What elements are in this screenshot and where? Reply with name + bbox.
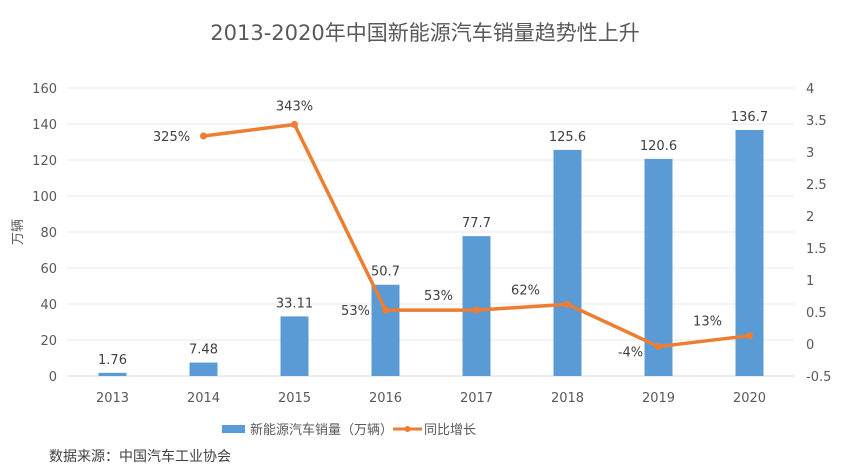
left-tick-label: 80 xyxy=(40,226,57,241)
line-point xyxy=(564,300,571,308)
bar-data-label: 120.6 xyxy=(640,139,677,154)
x-tick-label: 2015 xyxy=(278,391,311,406)
x-tick-label: 2018 xyxy=(551,391,584,406)
x-tick-label: 2013 xyxy=(96,391,129,406)
right-axis-ticks: -0.5 0 0.5 1 1.5 2 2.5 3 3.5 4 xyxy=(806,82,831,385)
x-tick-label: 2020 xyxy=(733,391,766,406)
line-point xyxy=(746,332,753,340)
legend-bar-label: 新能源汽车销量（万辆） xyxy=(250,422,393,438)
bar-data-label: 77.7 xyxy=(462,216,491,231)
bar xyxy=(98,372,127,376)
left-tick-label: 140 xyxy=(32,118,57,133)
bar-series xyxy=(98,129,764,376)
line-point xyxy=(291,120,298,128)
bar xyxy=(644,158,673,376)
left-tick-label: 20 xyxy=(40,334,57,349)
left-tick-label: 40 xyxy=(40,298,57,313)
line-series xyxy=(200,120,753,351)
chart-title: 2013-2020年中国新能源汽车销量趋势性上升 xyxy=(210,21,639,45)
line-point xyxy=(473,306,480,314)
line-data-labels: 325% 343% 53% 53% 62% -4% 13% xyxy=(153,99,722,360)
line-point xyxy=(382,306,389,314)
gridlines xyxy=(67,87,795,377)
data-source-note: 数据来源：中国汽车工业协会 xyxy=(49,449,231,465)
right-tick-label: 1.5 xyxy=(806,242,827,257)
right-tick-label: -0.5 xyxy=(806,370,831,385)
bar xyxy=(371,284,400,376)
right-tick-label: 2 xyxy=(806,210,814,225)
right-tick-label: 4 xyxy=(806,82,814,97)
left-tick-label: 160 xyxy=(32,82,57,97)
bar-data-label: 125.6 xyxy=(549,130,586,145)
line-data-label: 325% xyxy=(153,130,190,145)
right-tick-label: 3 xyxy=(806,146,814,161)
right-tick-label: 1 xyxy=(806,274,814,289)
line-data-label: 343% xyxy=(276,99,313,114)
x-tick-label: 2014 xyxy=(187,391,220,406)
right-tick-label: 0.5 xyxy=(806,306,827,321)
bar-data-label: 33.11 xyxy=(276,296,313,311)
left-axis-ticks: 0 20 40 60 80 100 120 140 160 xyxy=(32,82,57,385)
bar-data-label: 136.7 xyxy=(731,110,768,125)
bar xyxy=(553,149,582,376)
bar-data-labels: 1.76 7.48 33.11 50.7 77.7 125.6 120.6 136.7 xyxy=(98,110,768,368)
x-axis-ticks: 2013 2014 2015 2016 2017 2018 2019 2020 xyxy=(96,391,766,406)
right-tick-label: 2.5 xyxy=(806,178,827,193)
bar-data-label: 50.7 xyxy=(371,265,400,280)
left-axis-label: 万辆 xyxy=(11,219,26,245)
x-tick-label: 2016 xyxy=(369,391,402,406)
x-tick-label: 2019 xyxy=(642,391,675,406)
legend: 新能源汽车销量（万辆） 同比增长 xyxy=(222,422,476,438)
left-tick-label: 100 xyxy=(32,190,57,205)
left-tick-label: 0 xyxy=(49,370,57,385)
line-data-label: 53% xyxy=(341,304,370,319)
line-data-label: -4% xyxy=(618,346,643,361)
right-tick-label: 3.5 xyxy=(806,114,827,129)
x-tick-label: 2017 xyxy=(460,391,493,406)
bar xyxy=(189,362,218,376)
line-data-label: 62% xyxy=(511,283,540,298)
bar-data-label: 7.48 xyxy=(189,343,218,358)
legend-line-label: 同比增长 xyxy=(424,423,476,438)
legend-bar-swatch xyxy=(222,425,245,433)
right-tick-label: 0 xyxy=(806,338,814,353)
line-data-label: 53% xyxy=(424,289,453,304)
legend-line-marker xyxy=(404,426,411,432)
left-tick-label: 120 xyxy=(32,154,57,169)
bar xyxy=(280,316,309,376)
left-tick-label: 60 xyxy=(40,262,57,277)
line-data-label: 13% xyxy=(693,315,722,330)
bar xyxy=(462,236,491,376)
bar-data-label: 1.76 xyxy=(98,353,127,368)
line-point xyxy=(655,343,662,351)
line-point xyxy=(200,132,207,140)
